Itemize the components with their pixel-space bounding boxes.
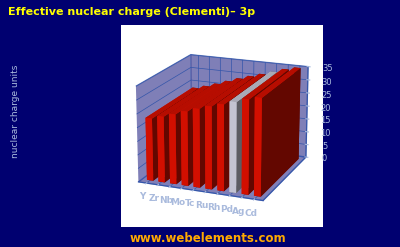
Text: Effective nuclear charge (Clementi)– 3p: Effective nuclear charge (Clementi)– 3p bbox=[8, 7, 255, 17]
Text: nuclear charge units: nuclear charge units bbox=[12, 64, 20, 158]
Text: www.webelements.com: www.webelements.com bbox=[130, 231, 286, 245]
